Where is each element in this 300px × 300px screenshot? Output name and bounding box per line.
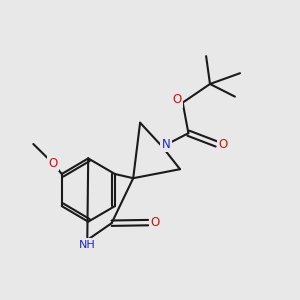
Text: N: N xyxy=(161,138,170,151)
Text: O: O xyxy=(173,93,182,106)
Text: O: O xyxy=(219,137,228,151)
Text: NH: NH xyxy=(79,239,96,250)
Text: O: O xyxy=(150,216,159,229)
Text: O: O xyxy=(48,157,57,170)
